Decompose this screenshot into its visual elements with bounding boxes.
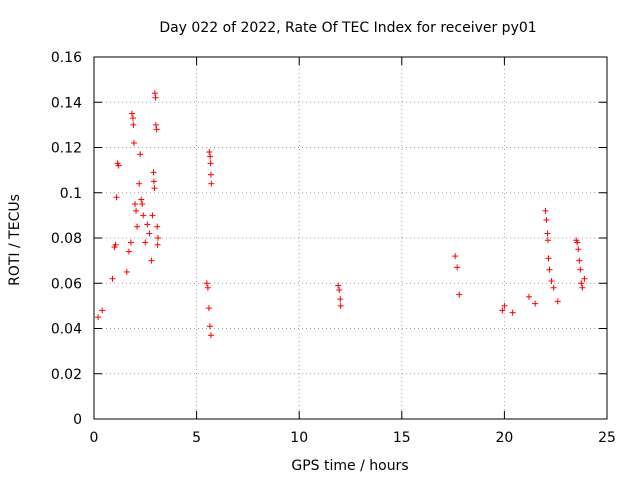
data-point	[148, 257, 155, 264]
data-point	[151, 185, 158, 192]
x-tick-label: 15	[393, 430, 411, 446]
y-tick-label: 0.04	[51, 322, 82, 338]
data-point	[127, 239, 134, 246]
data-point	[152, 121, 159, 128]
data-point	[576, 257, 583, 264]
data-point	[544, 230, 551, 237]
data-point	[129, 115, 136, 122]
data-point	[542, 207, 549, 214]
y-tick-label: 0.1	[60, 186, 82, 202]
data-point	[154, 241, 161, 248]
data-point	[123, 268, 130, 275]
data-point	[574, 239, 581, 246]
data-point	[95, 314, 102, 321]
data-point	[509, 309, 516, 316]
data-point	[545, 255, 552, 262]
data-point	[335, 282, 342, 289]
data-point	[138, 196, 145, 203]
data-point	[208, 180, 215, 187]
y-tick-label: 0.06	[51, 276, 82, 292]
data-point	[206, 149, 213, 156]
data-point	[577, 266, 584, 273]
data-point	[554, 298, 561, 305]
data-point	[153, 126, 160, 133]
data-point	[203, 280, 210, 287]
data-point	[499, 307, 506, 314]
data-point	[550, 284, 557, 291]
data-point	[501, 302, 508, 309]
data-point	[579, 284, 586, 291]
data-point	[125, 248, 132, 255]
data-point	[207, 153, 214, 160]
data-point	[454, 264, 461, 271]
data-point	[132, 201, 139, 208]
x-tick-label: 10	[290, 430, 308, 446]
chart-title: Day 022 of 2022, Rate Of TEC Index for r…	[159, 20, 536, 36]
data-point	[207, 332, 214, 339]
x-tick-label: 0	[90, 430, 99, 446]
data-points	[95, 90, 588, 339]
data-point	[134, 223, 141, 230]
data-point	[149, 212, 156, 219]
y-tick-label: 0.16	[51, 50, 82, 66]
data-point	[113, 194, 120, 201]
data-point	[546, 266, 553, 273]
data-point	[575, 246, 582, 253]
data-point	[544, 237, 551, 244]
x-tick-label: 5	[192, 430, 201, 446]
data-point	[140, 212, 147, 219]
y-tick-label: 0.02	[51, 367, 82, 383]
data-point	[337, 302, 344, 309]
data-point	[205, 305, 212, 312]
y-tick-label: 0.14	[51, 95, 82, 111]
y-tick-label: 0	[73, 412, 82, 428]
data-point	[137, 151, 144, 158]
y-tick-label: 0.12	[51, 141, 82, 157]
data-point	[150, 178, 157, 185]
data-point	[336, 287, 343, 294]
data-point	[150, 169, 157, 176]
data-point	[154, 223, 161, 230]
data-point	[151, 90, 158, 97]
data-point	[206, 323, 213, 330]
y-tick-label: 0.08	[51, 231, 82, 247]
data-point	[526, 293, 533, 300]
data-point	[146, 230, 153, 237]
data-point	[548, 277, 555, 284]
data-point	[139, 201, 146, 208]
data-point	[144, 221, 151, 228]
data-point	[452, 253, 459, 260]
data-point	[112, 241, 119, 248]
data-point	[128, 110, 135, 117]
y-axis-label: ROTI / TECUs	[7, 194, 23, 286]
data-point	[109, 275, 116, 282]
data-point	[152, 94, 159, 101]
data-point	[207, 171, 214, 178]
data-point	[207, 160, 214, 167]
x-tick-label: 20	[495, 430, 513, 446]
data-point	[115, 162, 122, 169]
data-point	[456, 291, 463, 298]
data-point	[131, 139, 138, 146]
data-point	[142, 239, 149, 246]
x-axis-label: GPS time / hours	[291, 458, 408, 474]
axis-ticks: 0 5 10 15 20 25 0 0.02 0.04 0.06 0.08 0.1 0.12 0.14 0.…	[51, 50, 616, 446]
data-point	[337, 296, 344, 303]
x-tick-label: 25	[598, 430, 616, 446]
data-point	[543, 216, 550, 223]
data-point	[130, 121, 137, 128]
data-point	[204, 284, 211, 291]
data-point	[578, 280, 585, 287]
data-point	[99, 307, 106, 314]
data-point	[532, 300, 539, 307]
data-point	[581, 275, 588, 282]
data-point	[155, 235, 162, 241]
grid-lines	[94, 57, 607, 419]
data-point	[133, 207, 140, 214]
data-point	[136, 180, 143, 187]
